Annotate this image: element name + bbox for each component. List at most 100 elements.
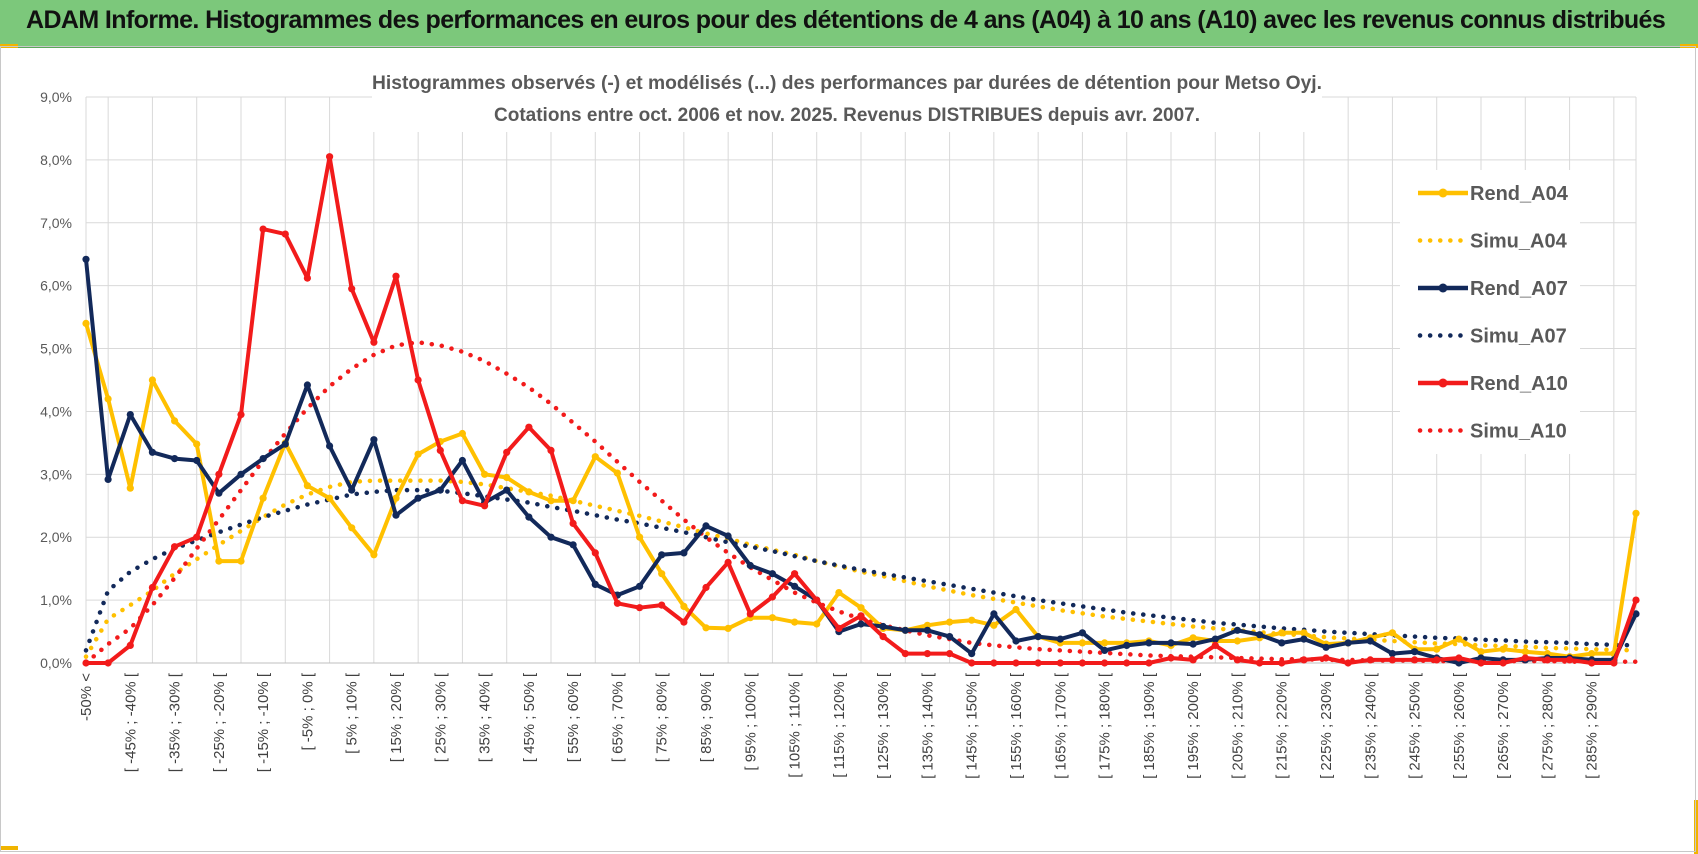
rend-a07-point <box>923 626 932 634</box>
rend-a04-point <box>414 450 422 458</box>
rend-a10-point <box>547 446 555 454</box>
rend-a04-point <box>1388 629 1396 637</box>
rend-a10-point <box>591 549 599 557</box>
y-tick-label: 3,0% <box>40 466 72 482</box>
rend-a04-point <box>1078 639 1086 647</box>
series-group <box>82 153 1640 667</box>
rend-a10-point <box>1433 656 1441 664</box>
x-tick-label: [ 215% ; 220% [ <box>1274 672 1291 779</box>
x-tick-label: [ 85% ; 90% [ <box>698 672 715 762</box>
rend-a10-point <box>1189 656 1197 664</box>
rend-a10-point <box>1101 659 1109 667</box>
rend-a10-point <box>1366 656 1374 664</box>
y-tick-label: 6,0% <box>40 278 72 294</box>
rend-a04-point <box>1521 648 1529 656</box>
legend-label-simu-a04: Simu_A04 <box>1470 231 1568 253</box>
rend-a07-point <box>1256 631 1264 639</box>
rend-a04-point <box>392 494 400 502</box>
rend-a04-point <box>193 440 201 448</box>
rend-a10-point <box>148 583 156 592</box>
rend-a10-point <box>990 659 998 667</box>
rend-a10-point <box>1477 659 1485 667</box>
rend-a10-point <box>1566 656 1574 664</box>
rend-a07-point <box>746 561 754 570</box>
rend-a10-point <box>1078 659 1086 667</box>
x-tick-label: -50% < <box>78 673 95 721</box>
page-title: ADAM Informe. Histogrammes des performan… <box>26 6 1666 34</box>
rend-a07-point <box>1145 639 1153 647</box>
rend-a10-point <box>1233 656 1241 664</box>
rend-a10-point <box>1632 596 1640 604</box>
rend-a10-point <box>215 470 223 478</box>
legend-label-rend-a07: Rend_A07 <box>1470 278 1568 300</box>
x-tick-label: [ -45% ; -40% [ <box>122 672 139 772</box>
x-tick-label: [ 25% ; 30% [ <box>432 672 449 762</box>
legend-marker-rend-a10 <box>1438 378 1448 388</box>
rend-a07-point <box>1078 629 1086 637</box>
rend-a07-point <box>879 622 887 631</box>
rend-a07-point <box>1344 639 1352 647</box>
rend-a10-point <box>348 285 356 293</box>
legend-marker-rend-a07 <box>1438 283 1448 293</box>
x-tick-label: [ 235% ; 240% [ <box>1362 672 1379 779</box>
rend-a04-point <box>171 417 179 425</box>
x-tick-label: [ 135% ; 140% [ <box>919 672 936 779</box>
rend-a07-point <box>281 440 289 448</box>
rend-a04-point <box>525 488 533 496</box>
rend-a07-point <box>1167 639 1175 647</box>
title-background <box>372 64 1322 132</box>
rend-a07-point <box>724 532 732 540</box>
rend-a10-point <box>126 641 134 650</box>
rend-a07-point <box>702 522 710 530</box>
corner-mark-bottom-left <box>0 846 18 850</box>
rend-a10-point <box>968 659 976 667</box>
chart-frame <box>0 46 1696 852</box>
rend-a10-point <box>104 659 112 667</box>
x-tick-label: [ 95% ; 100% [ <box>742 672 759 770</box>
rend-a10-point <box>1455 654 1463 662</box>
rend-a07-point <box>148 448 156 456</box>
rend-a07-point <box>1189 640 1197 648</box>
rend-a10-point <box>680 618 688 626</box>
rend-a10-point <box>857 612 865 620</box>
rend-a04-point <box>791 618 799 626</box>
x-tick-label: [ 45% ; 50% [ <box>521 672 538 762</box>
rend-a04-point <box>503 473 511 482</box>
rend-a10-point <box>82 659 90 667</box>
legend-background <box>1400 170 1580 454</box>
rend-a10-point <box>281 230 289 238</box>
x-tick-label: [ 145% ; 150% [ <box>964 672 981 779</box>
rend-a07-point <box>990 610 998 618</box>
rend-a10-point <box>636 604 644 612</box>
rend-a07-point <box>126 411 134 419</box>
rend-a04-point <box>768 614 777 622</box>
rend-a07-point <box>104 475 112 483</box>
rend-a07-point <box>1366 637 1374 645</box>
y-tick-label: 2,0% <box>40 529 72 545</box>
rend-a10-point <box>1034 659 1042 667</box>
x-tick-label: [ 125% ; 130% [ <box>875 672 892 779</box>
rend-a07-point <box>1101 646 1109 655</box>
rend-a07-point <box>326 442 334 450</box>
x-tick-label: [ 245% ; 250% [ <box>1407 672 1424 779</box>
rend-a10-point <box>1322 654 1330 662</box>
y-tick-label: 0,0% <box>40 655 72 671</box>
legend-label-simu-a07: Simu_A07 <box>1470 326 1567 348</box>
rend-a04-point <box>591 453 599 461</box>
rend-a04-point <box>237 557 245 565</box>
axes: 0,0% 1,0% 2,0% 3,0% 4,0% 5,0% 6,0% 7,0% 8,0% 9,0%… <box>40 89 1636 779</box>
x-tick-label: [ 195% ; 200% [ <box>1185 672 1202 779</box>
rend-a07-point <box>82 255 90 263</box>
rend-a10-point <box>1521 654 1529 662</box>
rend-a07-point <box>458 456 466 465</box>
rend-a07-point <box>857 620 865 628</box>
rend-a10-point <box>503 448 511 456</box>
rend-a04-point <box>569 497 577 505</box>
chart-title-line1: Histogrammes observés (-) et modélisés (… <box>372 73 1322 94</box>
rend-a04-point <box>326 494 334 502</box>
rend-a04-point <box>702 624 710 632</box>
rend-a07-point <box>658 551 666 559</box>
rend-a04-point <box>1433 645 1441 653</box>
rend-a04-point <box>946 618 954 626</box>
rend-a04-point <box>613 469 622 477</box>
